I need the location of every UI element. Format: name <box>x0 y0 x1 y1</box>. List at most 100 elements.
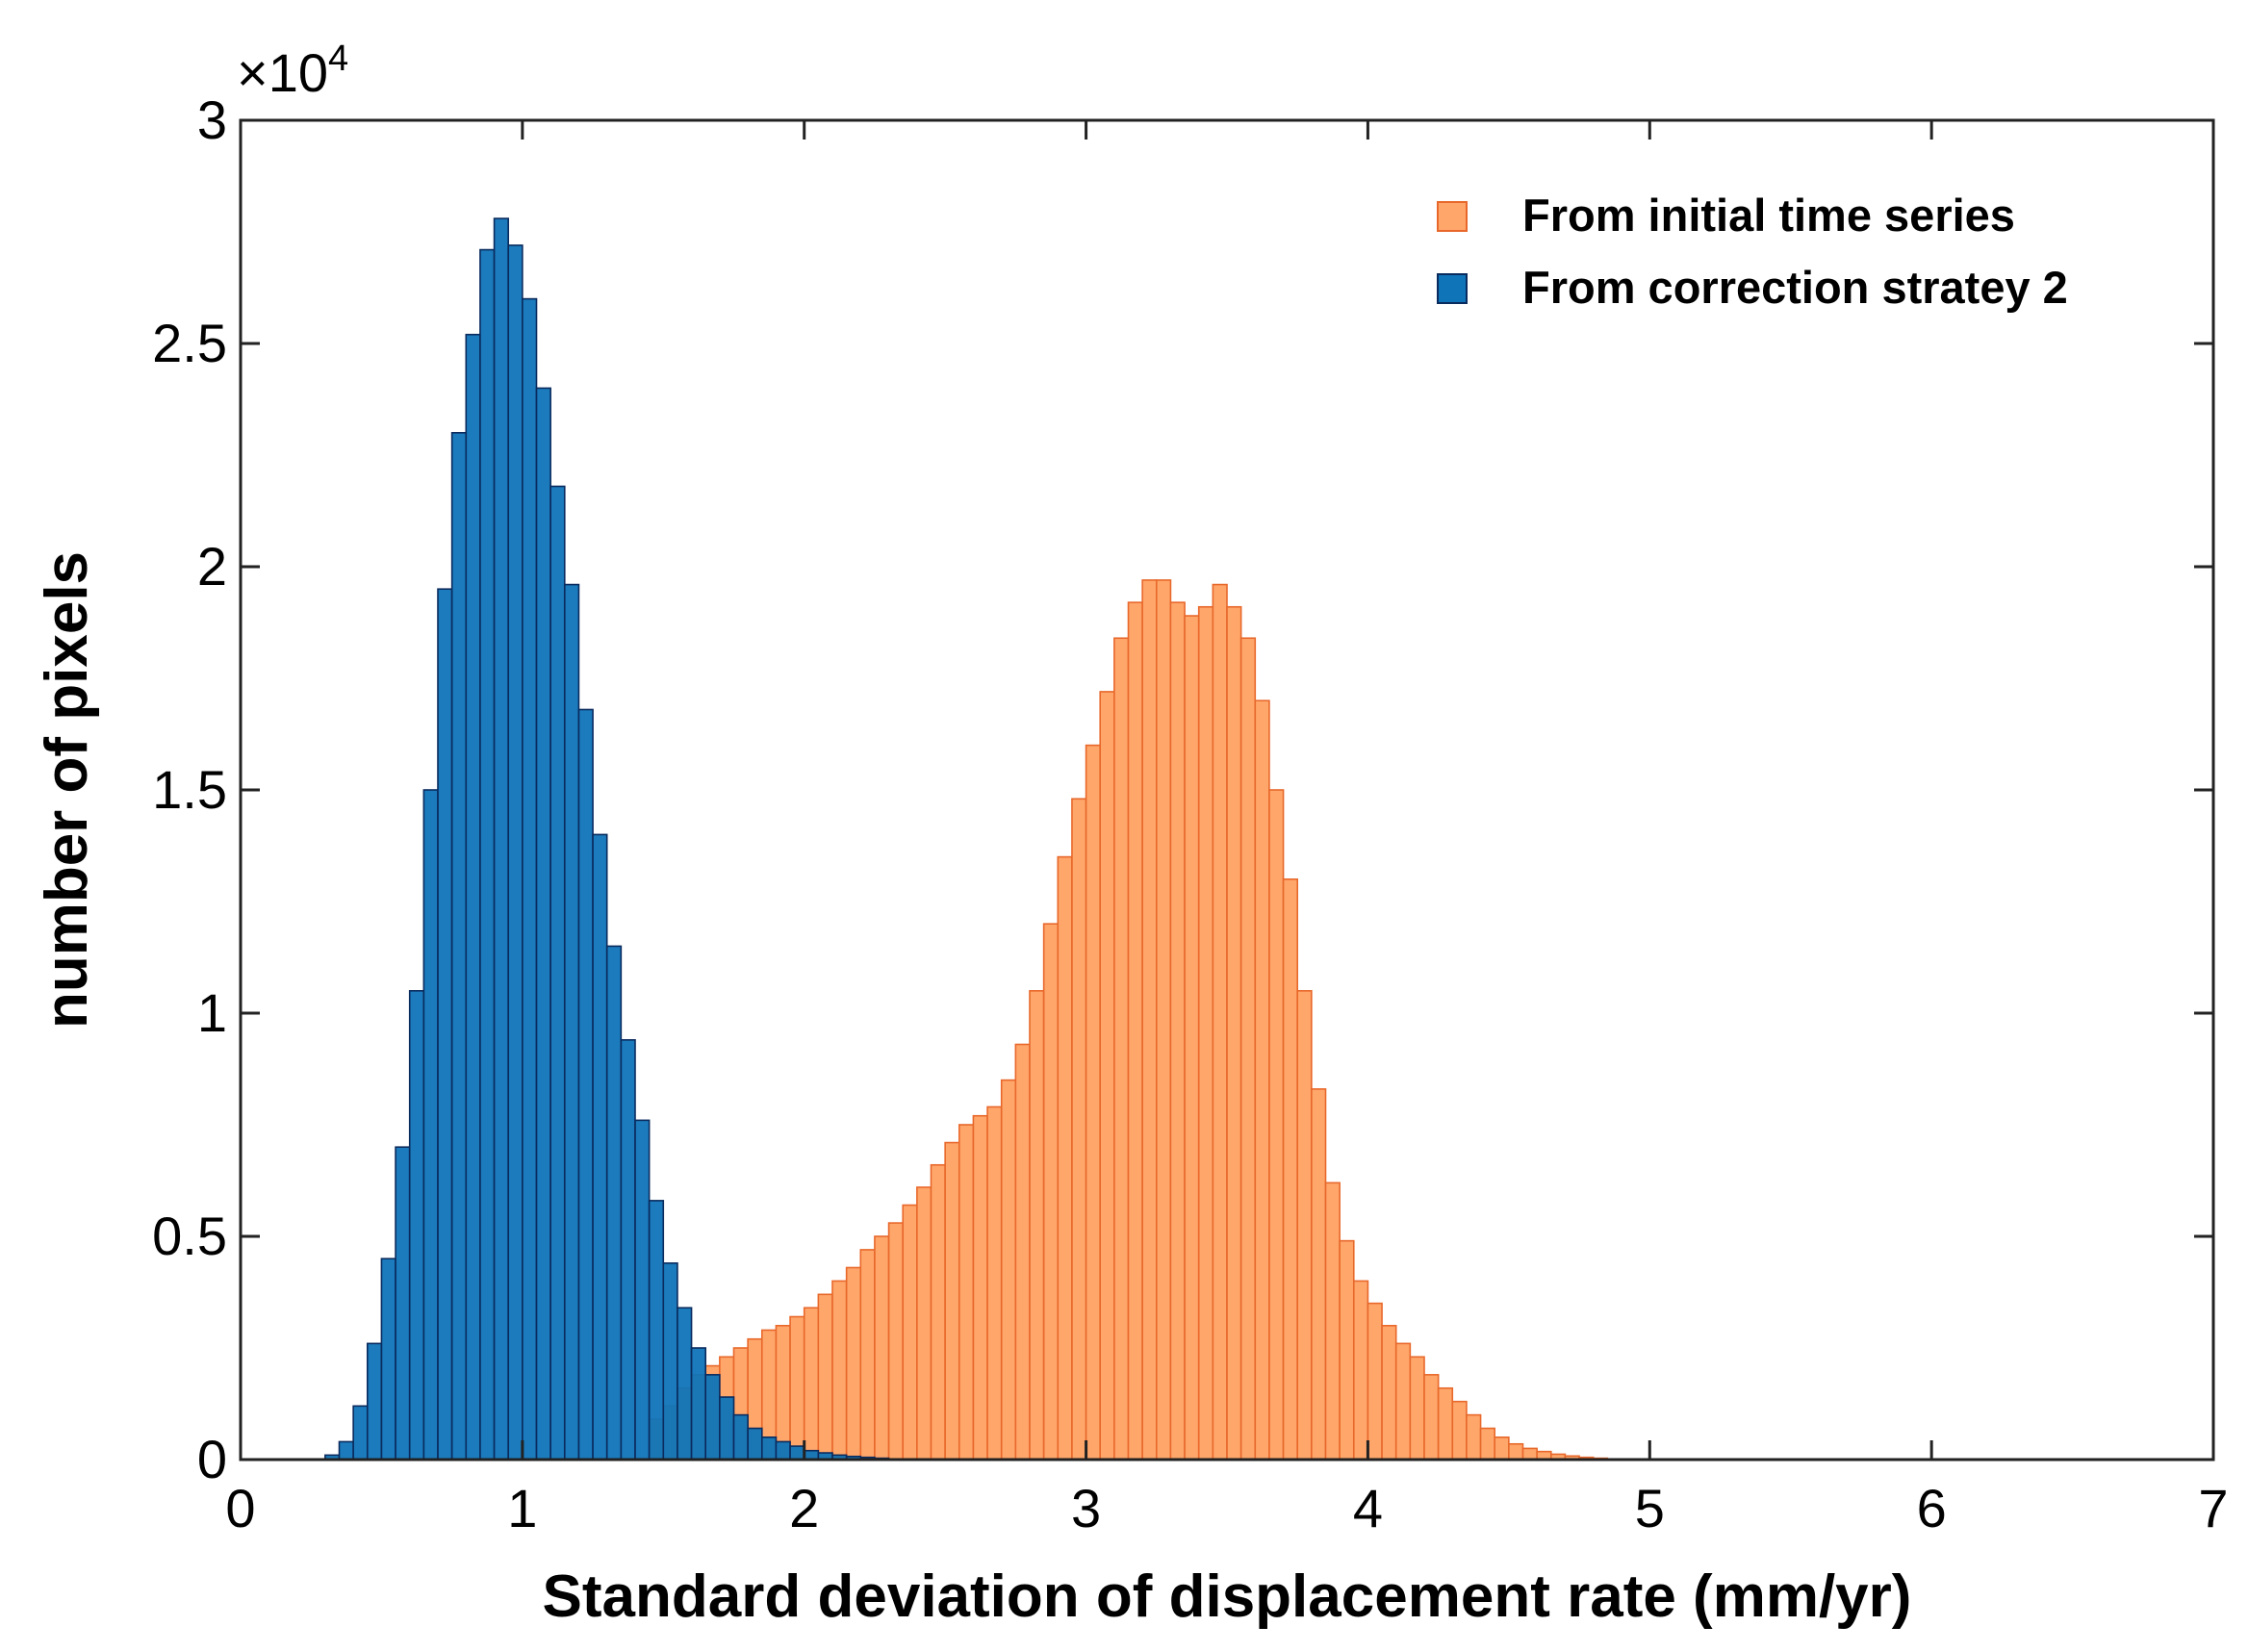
histogram-bar <box>1113 637 1130 1461</box>
histogram-bar <box>958 1124 975 1461</box>
histogram-bar <box>493 217 510 1461</box>
histogram-bar <box>507 244 524 1461</box>
histogram-bar <box>1437 1386 1454 1461</box>
histogram-bar <box>760 1436 778 1461</box>
histogram-bar <box>874 1235 890 1461</box>
histogram-bar <box>1352 1280 1369 1461</box>
y-tick-label: 2.5 <box>152 313 227 373</box>
histogram-bar <box>704 1374 721 1461</box>
histogram-bar <box>902 1204 918 1461</box>
histogram-bar <box>747 1427 763 1461</box>
legend: From initial time series From correction… <box>1437 190 2068 313</box>
histogram-bar <box>535 387 551 1461</box>
histogram-bar <box>1466 1413 1482 1461</box>
histogram-bar <box>1254 699 1270 1461</box>
histogram-bar <box>380 1258 396 1461</box>
histogram-bar <box>690 1347 707 1461</box>
y-tick-label: 1 <box>197 982 227 1043</box>
histogram-bar <box>437 588 453 1461</box>
histogram-bar <box>972 1114 988 1461</box>
histogram-bar <box>1339 1239 1355 1461</box>
histogram-bar <box>803 1307 820 1461</box>
histogram-bar <box>1099 691 1115 1461</box>
x-tick-label: 7 <box>2198 1478 2228 1538</box>
histogram-bar <box>845 1266 862 1461</box>
histogram-bar <box>1367 1302 1383 1461</box>
histogram-bar <box>338 1440 354 1461</box>
histogram-bar <box>719 1396 735 1461</box>
histogram-bar <box>1057 855 1073 1461</box>
y-tick-label: 0.5 <box>152 1206 227 1266</box>
histogram-bar <box>549 485 566 1461</box>
histogram-bar <box>1155 579 1172 1461</box>
histogram-bar <box>1141 579 1158 1461</box>
histogram-bar <box>1014 1043 1031 1461</box>
histogram-bar <box>1197 605 1214 1461</box>
histogram-bar <box>1409 1356 1425 1461</box>
histogram-bar <box>986 1106 1003 1461</box>
histogram-bar <box>1311 1088 1327 1461</box>
histogram-bar <box>577 708 594 1461</box>
histogram-bar <box>1184 615 1200 1461</box>
histogram-bar <box>1282 877 1299 1461</box>
x-tick-label: 5 <box>1635 1478 1665 1538</box>
histogram-bar <box>422 789 439 1461</box>
histogram-bar <box>916 1186 932 1461</box>
y-tick-label: 0 <box>197 1429 227 1489</box>
histogram-bar <box>1127 601 1143 1461</box>
histogram-bar <box>1494 1436 1510 1461</box>
histogram-bar <box>1296 990 1313 1461</box>
x-tick-label: 2 <box>789 1478 819 1538</box>
histogram-bar <box>592 833 608 1461</box>
histogram-bar <box>775 1440 791 1461</box>
x-tick-label: 1 <box>507 1478 537 1538</box>
histogram-bar <box>944 1141 960 1461</box>
histogram-bar <box>775 1325 791 1461</box>
histogram-bar <box>648 1200 665 1461</box>
x-tick-label: 6 <box>1917 1478 1947 1538</box>
histogram-bar <box>887 1222 905 1461</box>
legend-swatch-correction <box>1437 273 1468 304</box>
histogram-bar <box>1423 1374 1440 1461</box>
y-multiplier-exponent: 4 <box>328 38 348 79</box>
histogram-bar <box>930 1163 946 1461</box>
histogram-bar <box>1324 1182 1341 1461</box>
histogram-bar <box>1085 744 1102 1461</box>
histogram-bar <box>859 1249 876 1461</box>
x-axis-title: Standard deviation of displacement rate … <box>543 1563 1912 1630</box>
histogram-bar <box>522 297 538 1461</box>
histogram-bar <box>465 333 481 1461</box>
x-tick-label: 4 <box>1353 1478 1383 1538</box>
histogram-bar <box>662 1262 678 1461</box>
histogram-bar <box>1521 1447 1538 1461</box>
histogram-bar <box>620 1039 636 1461</box>
histogram-bar <box>1212 583 1228 1461</box>
histogram-bar <box>1226 605 1242 1461</box>
histogram-bar <box>789 1445 805 1461</box>
histogram-bar <box>352 1405 369 1461</box>
histogram-bar <box>366 1342 383 1461</box>
x-axis: 0 1 2 3 4 5 6 7 <box>225 120 2229 1538</box>
x-tick-label: 3 <box>1071 1478 1101 1538</box>
histogram-bar <box>732 1413 749 1461</box>
histogram-bar <box>408 990 425 1461</box>
histogram-bar <box>395 1146 411 1461</box>
legend-label-initial: From initial time series <box>1522 190 2015 241</box>
histogram-bar <box>1508 1442 1524 1461</box>
histogram-bar <box>1381 1325 1397 1461</box>
histogram-bar <box>563 583 580 1461</box>
histogram-bar <box>634 1119 651 1461</box>
histogram-bar <box>831 1280 848 1461</box>
y-axis-title: number of pixels <box>34 551 100 1029</box>
histogram-bar <box>450 431 468 1461</box>
histogram-bar <box>1029 990 1045 1461</box>
y-tick-label: 3 <box>197 89 227 150</box>
histogram-bar <box>1268 789 1285 1461</box>
y-tick-label: 2 <box>197 536 227 597</box>
y-tick-label: 1.5 <box>152 759 227 820</box>
histogram-bar <box>479 248 496 1461</box>
histogram-bar <box>1239 637 1257 1461</box>
histogram-bar <box>1071 798 1087 1461</box>
histogram-bar <box>605 945 623 1461</box>
